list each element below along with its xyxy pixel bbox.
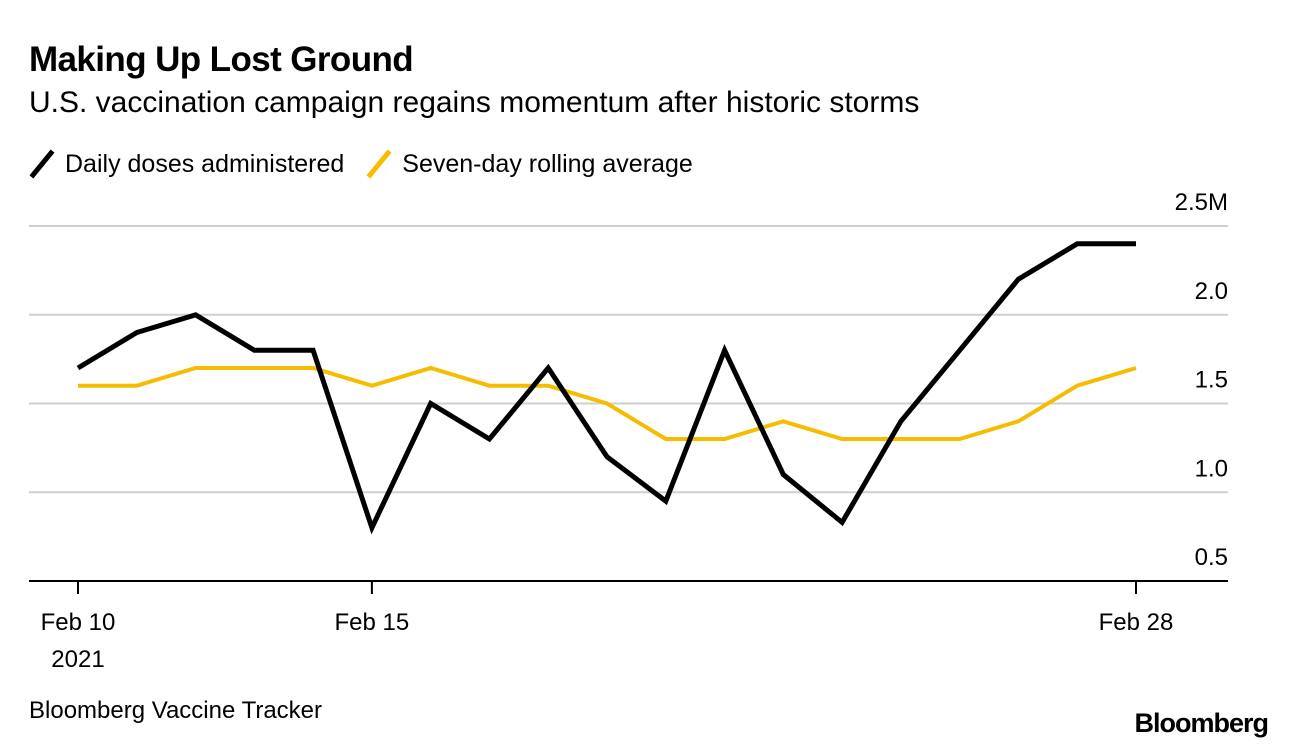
y-tick-label: 2.5M bbox=[1175, 189, 1228, 216]
chart-subtitle: U.S. vaccination campaign regains moment… bbox=[29, 86, 920, 119]
legend-swatch-daily-doses bbox=[29, 149, 55, 179]
x-tick-label: Feb 15 bbox=[335, 609, 410, 636]
legend-item-rolling-average: Seven-day rolling average bbox=[366, 149, 693, 179]
x-tick-label: Feb 28 bbox=[1099, 609, 1174, 636]
legend-label-daily-doses: Daily doses administered bbox=[65, 149, 345, 178]
chart-title: Making Up Lost Ground bbox=[29, 40, 414, 79]
series-line-daily-doses bbox=[76, 241, 1136, 535]
line-chart: 2.5M 2.0 1.5 1.0 0.5 Feb 10 2021 Feb 15 Feb 28 bbox=[29, 189, 1228, 673]
y-tick-label: 2.0 bbox=[1195, 278, 1228, 305]
y-tick-label: 1.0 bbox=[1195, 455, 1228, 482]
y-tick-label: 1.5 bbox=[1195, 367, 1228, 394]
series-line-rolling-average bbox=[78, 365, 1137, 441]
source-note: Bloomberg Vaccine Tracker bbox=[29, 697, 323, 724]
legend-swatch-rolling-average bbox=[366, 149, 392, 179]
legend-item-daily-doses: Daily doses administered bbox=[29, 149, 344, 179]
x-tick-sublabel: 2021 bbox=[51, 646, 104, 673]
y-tick-label: 0.5 bbox=[1195, 544, 1228, 571]
legend-label-rolling-average: Seven-day rolling average bbox=[402, 149, 693, 178]
bloomberg-logo: Bloomberg bbox=[1134, 708, 1269, 738]
x-tick-label: Feb 10 bbox=[41, 609, 116, 636]
legend: Daily doses administered Seven-day rolli… bbox=[29, 146, 715, 182]
